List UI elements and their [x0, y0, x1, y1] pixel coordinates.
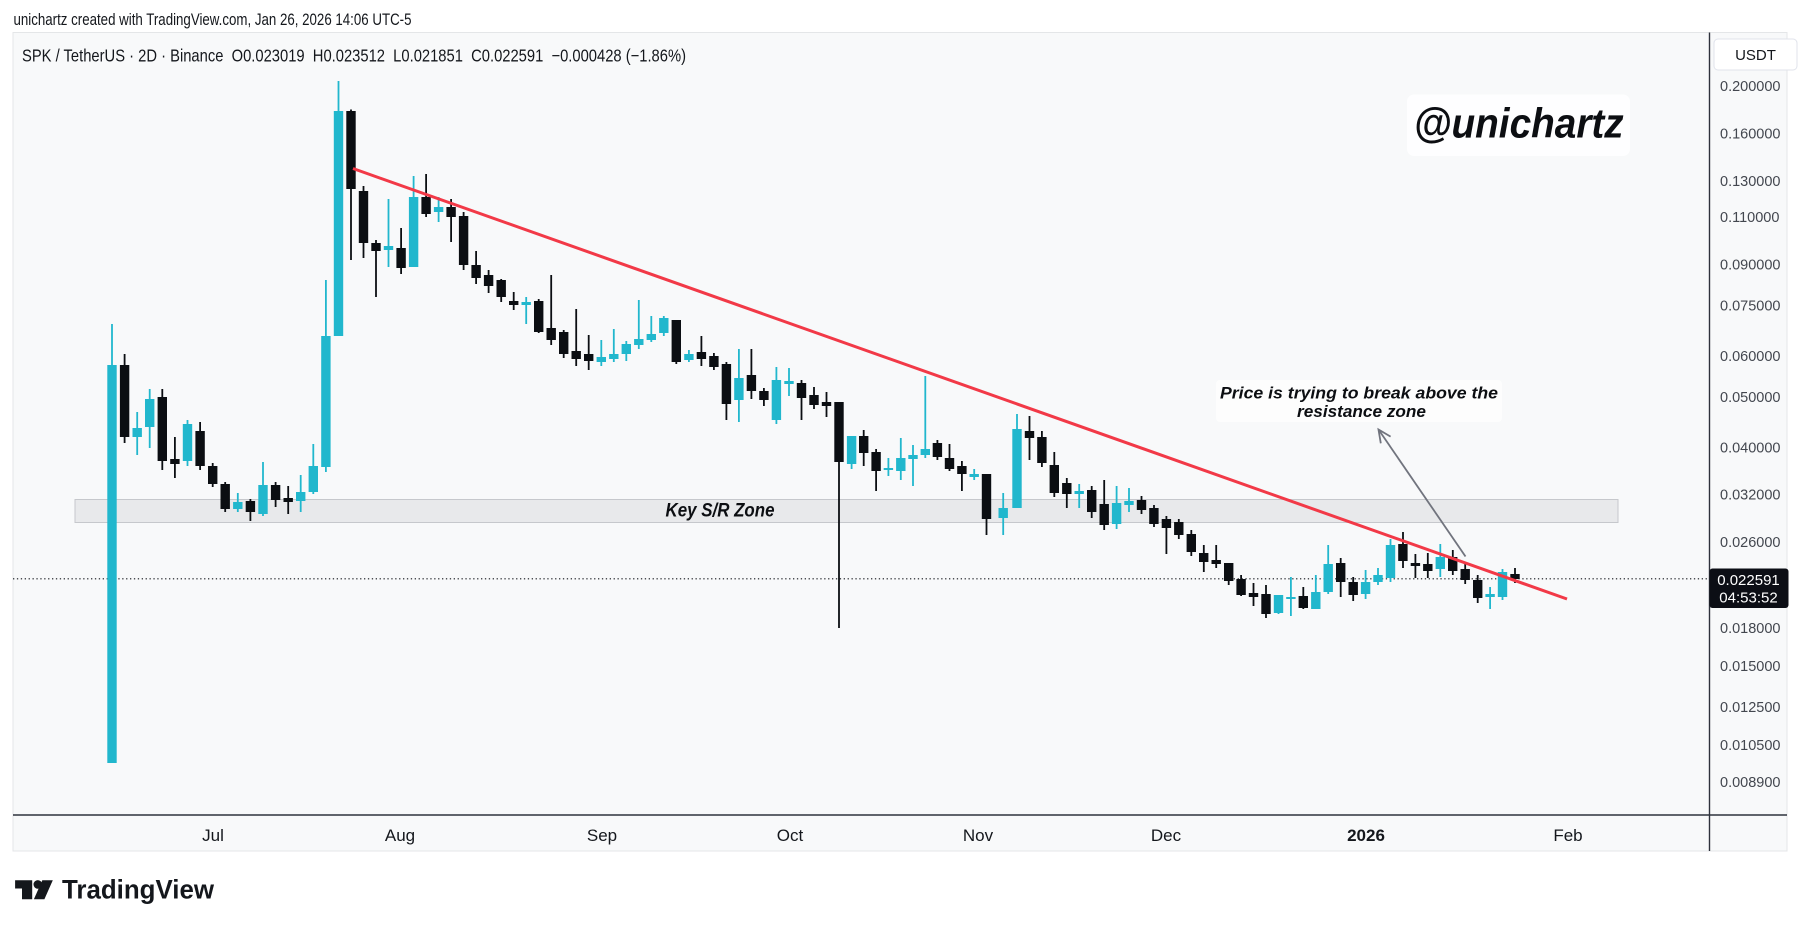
svg-text:0.060000: 0.060000 — [1720, 349, 1780, 365]
svg-text:0.010500: 0.010500 — [1720, 738, 1780, 754]
svg-text:0.160000: 0.160000 — [1720, 127, 1780, 143]
svg-text:Nov: Nov — [963, 826, 994, 845]
svg-text:0.050000: 0.050000 — [1720, 390, 1780, 406]
svg-text:0.018000: 0.018000 — [1720, 621, 1780, 637]
svg-text:@unichartz: @unichartz — [1414, 100, 1624, 147]
svg-text:TradingView: TradingView — [62, 875, 215, 905]
svg-text:Key S/R Zone: Key S/R Zone — [666, 500, 775, 522]
svg-text:0.012500: 0.012500 — [1720, 700, 1780, 716]
svg-text:USDT: USDT — [1735, 47, 1776, 64]
svg-text:0.130000: 0.130000 — [1720, 174, 1780, 190]
svg-text:0.032000: 0.032000 — [1720, 488, 1780, 504]
svg-text:Sep: Sep — [587, 826, 617, 845]
svg-text:resistance zone: resistance zone — [1297, 402, 1426, 421]
svg-text:0.200000: 0.200000 — [1720, 79, 1780, 95]
svg-text:Dec: Dec — [1151, 826, 1182, 845]
svg-text:0.075000: 0.075000 — [1720, 299, 1780, 315]
svg-text:0.040000: 0.040000 — [1720, 441, 1780, 457]
svg-text:0.022591: 0.022591 — [1717, 572, 1780, 589]
svg-text:Aug: Aug — [385, 826, 415, 845]
svg-text:Oct: Oct — [777, 826, 804, 845]
svg-text:Price is trying to break above: Price is trying to break above the — [1220, 384, 1498, 403]
svg-text:Jul: Jul — [202, 826, 224, 845]
svg-text:0.090000: 0.090000 — [1720, 258, 1780, 274]
svg-text:Feb: Feb — [1553, 826, 1582, 845]
svg-text:SPK / TetherUS · 2D · Binance: SPK / TetherUS · 2D · Binance O0.023019 … — [22, 46, 686, 66]
svg-text:0.015000: 0.015000 — [1720, 659, 1780, 675]
svg-text:0.110000: 0.110000 — [1720, 210, 1779, 226]
svg-text:04:53:52: 04:53:52 — [1719, 590, 1777, 607]
svg-text:0.026000: 0.026000 — [1720, 535, 1780, 551]
svg-text:unichartz created with Trading: unichartz created with TradingView.com, … — [14, 11, 412, 29]
svg-text:0.008900: 0.008900 — [1720, 775, 1780, 791]
svg-text:2026: 2026 — [1347, 826, 1385, 845]
